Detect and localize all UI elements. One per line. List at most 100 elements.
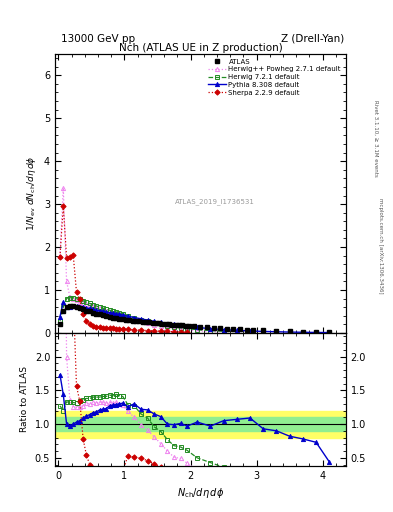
Pythia 8.308 default	[68, 304, 72, 310]
Herwig++ Powheg 2.7.1 default	[158, 323, 163, 329]
Herwig++ Powheg 2.7.1 default	[74, 297, 79, 304]
Herwig++ Powheg 2.7.1 default	[84, 301, 89, 307]
Text: Rivet 3.1.10, ≥ 3.1M events: Rivet 3.1.10, ≥ 3.1M events	[373, 100, 378, 177]
Pythia 8.308 default	[178, 322, 183, 328]
Herwig 7.2.1 default	[84, 299, 89, 305]
Pythia 8.308 default	[301, 329, 305, 335]
Line: Sherpa 2.2.9 default: Sherpa 2.2.9 default	[58, 204, 189, 334]
Herwig++ Powheg 2.7.1 default	[195, 328, 200, 334]
ATLAS	[211, 325, 216, 331]
Pythia 8.308 default	[208, 326, 213, 332]
Pythia 8.308 default	[158, 319, 163, 325]
Bar	[55, 411, 346, 438]
Pythia 8.308 default	[74, 303, 79, 309]
Sherpa 2.2.9 default	[68, 253, 72, 260]
Pythia 8.308 default	[77, 304, 82, 310]
Herwig 7.2.1 default	[68, 295, 72, 301]
Pythia 8.308 default	[274, 329, 279, 335]
Herwig 7.2.1 default	[145, 318, 150, 325]
Herwig++ Powheg 2.7.1 default	[110, 310, 115, 316]
Pythia 8.308 default	[235, 327, 239, 333]
Pythia 8.308 default	[165, 321, 170, 327]
Sherpa 2.2.9 default	[117, 326, 122, 332]
Y-axis label: $1/N_\mathrm{ev}$ $dN_\mathrm{ch}/d\eta\,d\phi$: $1/N_\mathrm{ev}$ $dN_\mathrm{ch}/d\eta\…	[26, 156, 39, 231]
Herwig++ Powheg 2.7.1 default	[145, 320, 150, 326]
Sherpa 2.2.9 default	[64, 255, 69, 261]
Herwig++ Powheg 2.7.1 default	[94, 305, 99, 311]
Herwig 7.2.1 default	[91, 302, 95, 308]
Herwig++ Powheg 2.7.1 default	[91, 303, 95, 309]
Sherpa 2.2.9 default	[91, 323, 95, 329]
Herwig 7.2.1 default	[58, 318, 62, 324]
Pythia 8.308 default	[110, 310, 115, 316]
Sherpa 2.2.9 default	[58, 253, 62, 260]
Herwig++ Powheg 2.7.1 default	[104, 308, 108, 314]
Herwig++ Powheg 2.7.1 default	[208, 328, 213, 334]
Pythia 8.308 default	[172, 322, 176, 328]
Herwig++ Powheg 2.7.1 default	[71, 296, 75, 303]
Sherpa 2.2.9 default	[81, 311, 85, 317]
Pythia 8.308 default	[195, 324, 200, 330]
Legend: ATLAS, Herwig++ Powheg 2.7.1 default, Herwig 7.2.1 default, Pythia 8.308 default: ATLAS, Herwig++ Powheg 2.7.1 default, He…	[207, 57, 342, 97]
Sherpa 2.2.9 default	[94, 324, 99, 330]
Sherpa 2.2.9 default	[97, 324, 102, 330]
Herwig++ Powheg 2.7.1 default	[178, 326, 183, 332]
Sherpa 2.2.9 default	[61, 203, 66, 209]
ATLAS	[61, 308, 66, 314]
Pythia 8.308 default	[91, 306, 95, 312]
Herwig 7.2.1 default	[117, 310, 122, 316]
Sherpa 2.2.9 default	[152, 328, 156, 334]
ATLAS	[127, 317, 132, 323]
Herwig++ Powheg 2.7.1 default	[107, 309, 112, 315]
Pythia 8.308 default	[84, 305, 89, 311]
Line: Herwig++ Powheg 2.7.1 default: Herwig++ Powheg 2.7.1 default	[58, 186, 226, 334]
Pythia 8.308 default	[261, 328, 266, 334]
Pythia 8.308 default	[314, 329, 318, 335]
Text: 13000 GeV pp: 13000 GeV pp	[61, 33, 135, 44]
Herwig 7.2.1 default	[172, 324, 176, 330]
Pythia 8.308 default	[114, 311, 119, 317]
Pythia 8.308 default	[94, 307, 99, 313]
Herwig++ Powheg 2.7.1 default	[139, 318, 143, 325]
Herwig++ Powheg 2.7.1 default	[152, 322, 156, 328]
Herwig 7.2.1 default	[104, 306, 108, 312]
ATLAS	[68, 303, 72, 309]
Herwig 7.2.1 default	[107, 307, 112, 313]
Pythia 8.308 default	[145, 317, 150, 323]
Pythia 8.308 default	[185, 323, 189, 329]
Pythia 8.308 default	[107, 310, 112, 316]
Pythia 8.308 default	[61, 299, 66, 305]
Herwig 7.2.1 default	[94, 303, 99, 309]
Herwig++ Powheg 2.7.1 default	[97, 306, 102, 312]
Pythia 8.308 default	[139, 316, 143, 322]
Sherpa 2.2.9 default	[145, 328, 150, 334]
Herwig++ Powheg 2.7.1 default	[87, 302, 92, 308]
Pythia 8.308 default	[104, 309, 108, 315]
Herwig++ Powheg 2.7.1 default	[165, 324, 170, 330]
Text: mcplots.cern.ch [arXiv:1306.3436]: mcplots.cern.ch [arXiv:1306.3436]	[378, 198, 383, 293]
Herwig 7.2.1 default	[185, 326, 189, 332]
Herwig++ Powheg 2.7.1 default	[125, 314, 130, 320]
Sherpa 2.2.9 default	[101, 325, 105, 331]
Herwig 7.2.1 default	[61, 304, 66, 310]
Sherpa 2.2.9 default	[120, 326, 125, 332]
Herwig 7.2.1 default	[139, 316, 143, 323]
Herwig 7.2.1 default	[110, 308, 115, 314]
Pythia 8.308 default	[117, 311, 122, 317]
Herwig 7.2.1 default	[125, 313, 130, 319]
Herwig++ Powheg 2.7.1 default	[64, 279, 69, 285]
Y-axis label: Ratio to ATLAS: Ratio to ATLAS	[20, 367, 29, 433]
Sherpa 2.2.9 default	[84, 318, 89, 324]
Herwig 7.2.1 default	[120, 311, 125, 317]
Pythia 8.308 default	[152, 318, 156, 325]
Pythia 8.308 default	[287, 329, 292, 335]
Herwig++ Powheg 2.7.1 default	[101, 307, 105, 313]
Herwig 7.2.1 default	[178, 325, 183, 331]
Herwig 7.2.1 default	[97, 304, 102, 310]
Herwig 7.2.1 default	[101, 305, 105, 311]
Herwig++ Powheg 2.7.1 default	[114, 311, 119, 317]
Herwig 7.2.1 default	[71, 295, 75, 301]
Pythia 8.308 default	[87, 306, 92, 312]
Herwig 7.2.1 default	[158, 322, 163, 328]
Herwig++ Powheg 2.7.1 default	[68, 294, 72, 300]
